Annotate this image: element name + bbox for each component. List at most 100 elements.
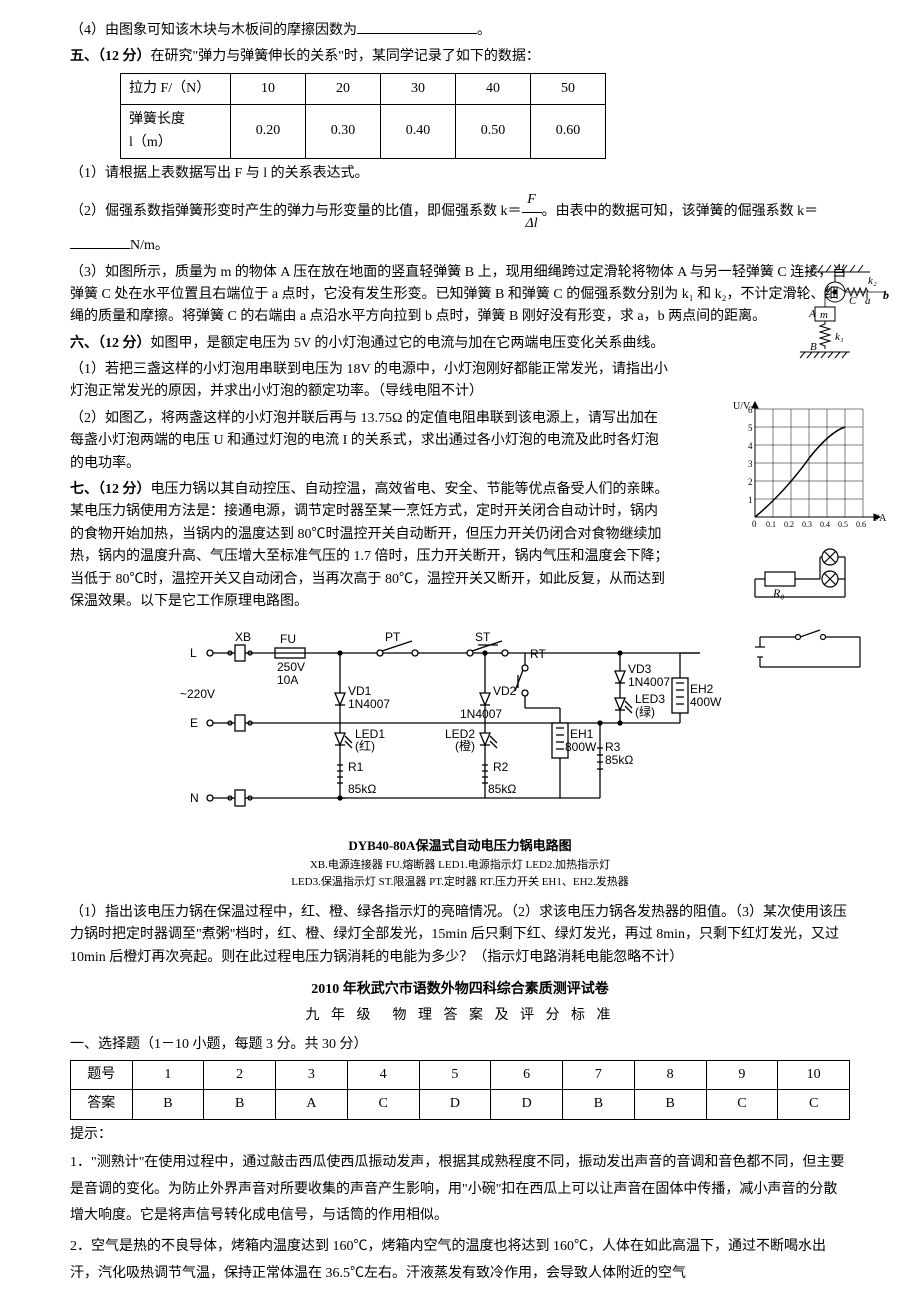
q4-blank	[357, 33, 477, 34]
section-6-text: 如图甲，是额定电压为 5V 的小灯泡通过它的电流与加在它两端电压变化关系曲线。	[151, 336, 665, 351]
table-header-length: 弹簧长度 l（m）	[121, 105, 231, 159]
ytick: 5	[748, 423, 753, 433]
circuit-sub1: XB.电源连接器 FU.熔断器 LED1.电源指示灯 LED2.加热指示灯	[70, 857, 850, 875]
circuit-label: 85kΩ	[348, 782, 376, 796]
fraction-den: Δl	[522, 213, 542, 235]
table-cell: 0.60	[531, 105, 606, 159]
r0-circuit-figure: R₀	[750, 542, 880, 620]
circuit-label: VD1	[348, 684, 372, 698]
circuit-label: R3	[605, 740, 621, 754]
answer-header: 2	[204, 1061, 276, 1090]
answer-cell: C	[706, 1090, 778, 1119]
circuit-label: EH2	[690, 682, 714, 696]
answer-cell: D	[491, 1090, 563, 1119]
section-5-intro: 五、（12 分）在研究"弹力与弹簧伸长的关系"时，某同学记录了如下的数据：	[70, 46, 850, 68]
answer-cell: A	[276, 1090, 348, 1119]
circuit-label: R2	[493, 760, 509, 774]
section-6-title: 六、（12 分）	[70, 336, 151, 351]
section-5-text: 在研究"弹力与弹簧伸长的关系"时，某同学记录了如下的数据：	[151, 49, 540, 64]
question-4: （4）由图象可知该木块与木板间的摩擦因数为 。	[70, 20, 850, 42]
answer-header: 4	[347, 1061, 419, 1090]
circuit-label: PT	[385, 630, 401, 644]
circuit-label: RT	[530, 647, 546, 661]
section-6-q1: （1）若把三盏这样的小灯泡用串联到电压为 18V 的电源中，小灯泡刚好都能正常发…	[70, 359, 670, 404]
answer-cell: B	[634, 1090, 706, 1119]
xtick: 0.3	[802, 520, 812, 529]
table-cell: 50	[531, 73, 606, 104]
xtick: 0.4	[820, 520, 830, 529]
answer-header: 10	[778, 1061, 850, 1090]
section-5-q1: （1）请根据上表数据写出 F 与 l 的关系表达式。	[70, 163, 850, 185]
answer-header: 1	[132, 1061, 204, 1090]
answer-cell: B	[563, 1090, 635, 1119]
circuit-label: 250V	[277, 660, 305, 674]
table-cell: 30	[381, 73, 456, 104]
answer-header: 6	[491, 1061, 563, 1090]
answer-cell: 答案	[71, 1090, 133, 1119]
table-cell: 40	[456, 73, 531, 104]
answer-header: 题号	[71, 1061, 133, 1090]
answers-title: 2010 年秋武穴市语数外物四科综合素质测评试卷	[70, 979, 850, 1001]
switch-circuit-figure	[750, 622, 880, 690]
circuit-label: (红)	[355, 738, 375, 753]
ytick: 6	[748, 405, 753, 415]
table-cell: 0.20	[231, 105, 306, 159]
section-5-title: 五、（12 分）	[70, 49, 151, 64]
table-cell: 20	[306, 73, 381, 104]
circuit-label: FU	[280, 632, 296, 646]
xtick: 0	[752, 519, 757, 529]
uv-graph: U/V 1 2 3 4 5 6 0 0.1 0.2 0.3 0.4 0.5 0.…	[730, 397, 890, 545]
q4-end: 。	[477, 23, 491, 38]
circuit-label: VD2	[493, 684, 517, 698]
circuit-label: 400W	[690, 695, 722, 709]
label-b: b	[883, 288, 889, 302]
q2-blank	[70, 248, 130, 249]
circuit-label: (橙)	[455, 738, 475, 753]
circuit-label: R1	[348, 760, 364, 774]
answer-cell: B	[132, 1090, 204, 1119]
circuit-label: 1N4007	[348, 697, 390, 711]
label-C: C	[849, 295, 857, 307]
q4-text: （4）由图象可知该木块与木板间的摩擦因数为	[70, 23, 357, 38]
circuit-label: ~220V	[180, 687, 215, 701]
section-5-q3: （3）如图所示，质量为 m 的物体 A 压在放在地面的竖直轻弹簧 B 上，现用细…	[70, 262, 850, 329]
answer-cell: C	[347, 1090, 419, 1119]
circuit-label: E	[190, 716, 198, 730]
answer-cell: C	[778, 1090, 850, 1119]
xtick: 0.2	[784, 520, 794, 529]
q2-text-b: 。由表中的数据可知，该弹簧的倔强系数 k＝	[542, 204, 819, 219]
circuit-title: DYB40-80A保温式自动电压力锅电路图	[70, 836, 850, 857]
table-cell: 10	[231, 73, 306, 104]
ytick: 1	[748, 495, 753, 505]
answers-section1: 一、选择题（1－10 小题，每题 3 分。共 30 分）	[70, 1034, 850, 1056]
q2-text-a: （2）倔强系数指弹簧形变时产生的弹力与形变量的比值，即倔强系数 k＝	[70, 204, 522, 219]
spring-data-table: 拉力 F/（N） 10 20 30 40 50 弹簧长度 l（m） 0.20 0…	[120, 73, 606, 159]
circuit-label: (绿)	[635, 704, 655, 719]
section-7-title: 七、（12 分）	[70, 482, 151, 497]
circuit-label: 1N4007	[628, 675, 670, 689]
answer-table: 题号 1 2 3 4 5 6 7 8 9 10 答案 B B A C D D B…	[70, 1060, 850, 1120]
answer-header: 3	[276, 1061, 348, 1090]
circuit-label: EH1	[570, 727, 594, 741]
label-A: A	[808, 308, 816, 320]
circuit-sub2: LED3.保温指示灯 ST.限温器 PT.定时器 RT.压力开关 EH1、EH2…	[70, 874, 850, 892]
circuit-label: 10A	[277, 673, 298, 687]
answer-header: 7	[563, 1061, 635, 1090]
circuit-label: ST	[475, 630, 491, 644]
hint-p2: 2．空气是热的不良导体，烤箱内温度达到 160℃，烤箱内空气的温度也将达到 16…	[70, 1234, 850, 1287]
section-7-intro: 七、（12 分）电压力锅以其自动控压、自动控温，高效省电、安全、节能等优点备受人…	[70, 479, 670, 613]
section-7-q1: （1）指出该电压力锅在保温过程中，红、橙、绿各指示灯的亮暗情况。（2）求该电压力…	[70, 902, 850, 969]
answer-header: 8	[634, 1061, 706, 1090]
section-6-q2: （2）如图乙，将两盏这样的小灯泡并联后再与 13.75Ω 的定值电阻串联到该电源…	[70, 408, 670, 475]
section-7-text: 电压力锅以其自动控压、自动控温，高效省电、安全、节能等优点备受人们的亲睐。某电压…	[70, 482, 669, 609]
answer-cell: B	[204, 1090, 276, 1119]
answer-header: 9	[706, 1061, 778, 1090]
xtick: 0.1	[766, 520, 776, 529]
circuit-label: 800W	[565, 740, 597, 754]
circuit-diagram: L E N ~220V XB FU 250V 10A PT ST RT VD1 …	[70, 623, 850, 891]
label-k2: k₂	[868, 275, 877, 287]
table-header-force: 拉力 F/（N）	[121, 73, 231, 104]
circuit-label: 85kΩ	[605, 753, 633, 767]
ytick: 3	[748, 459, 753, 469]
circuit-label: LED3	[635, 692, 665, 706]
